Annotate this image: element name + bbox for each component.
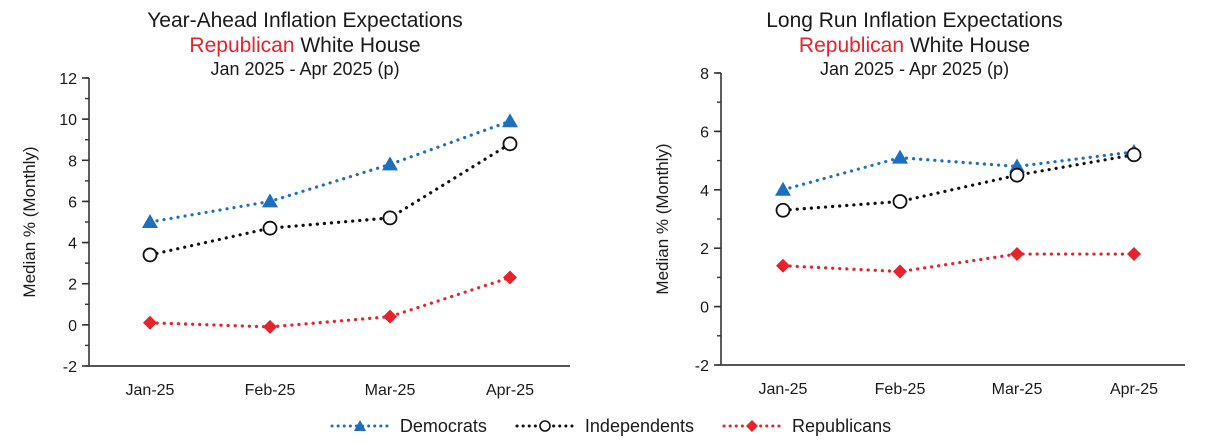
series-line-independents (781, 153, 1136, 212)
data-point-republicans (263, 319, 277, 334)
chart-period: Jan 2025 - Apr 2025 (p) (819, 59, 1010, 79)
data-point-republicans (383, 309, 397, 324)
y-axis-label: Median % (Monthly) (653, 143, 672, 294)
data-point-republicans (143, 315, 157, 330)
data-point-independents (1009, 167, 1025, 183)
x-tick-label: Apr-25 (1110, 381, 1158, 398)
y-tick-label: 0 (700, 300, 709, 317)
series-line-republicans (148, 275, 512, 329)
series-line-democrats (781, 150, 1136, 192)
legend-item-independents: Independents (513, 416, 694, 437)
data-point-independents (142, 247, 158, 263)
y-axis-label: Median % (Monthly) (20, 146, 39, 297)
y-tick-label: 10 (59, 112, 77, 129)
data-point-independents (382, 210, 398, 226)
data-point-independents (502, 136, 518, 152)
data-point-democrats (382, 156, 398, 171)
chart-titles: Long Run Inflation Expectations Republic… (610, 8, 1219, 81)
legend-swatch-circle-icon (515, 420, 575, 432)
chart-period: Jan 2025 - Apr 2025 (p) (210, 59, 400, 79)
subtitle-rest: White House (904, 34, 1031, 57)
subtitle-highlight: Republican (798, 34, 904, 57)
x-tick-label: Jan-25 (759, 381, 808, 398)
data-point-republicans (503, 270, 517, 285)
legend-marker (746, 420, 759, 432)
data-point-democrats (502, 113, 518, 128)
y-tick-label: -2 (695, 358, 709, 375)
y-tick-label: 6 (68, 194, 77, 211)
series-line-republicans (781, 252, 1136, 274)
y-tick-label: 6 (700, 124, 709, 141)
data-point-independents (1126, 147, 1142, 163)
y-tick-label: 4 (700, 183, 709, 200)
data-point-democrats (892, 149, 908, 164)
legend-item-republicans: Republicans (720, 416, 891, 437)
data-point-democrats (775, 181, 791, 196)
chart-subtitle: Republican White House (610, 33, 1219, 58)
legend-label: Democrats (399, 415, 487, 436)
y-tick-label: -2 (63, 359, 77, 376)
y-tick-label: 12 (59, 71, 77, 88)
y-tick-label: 2 (68, 277, 77, 294)
legend-swatch-triangle-icon (330, 420, 390, 431)
data-point-republicans (776, 258, 790, 273)
x-tick-label: Apr-25 (486, 382, 534, 399)
y-tick-label: 2 (700, 241, 709, 258)
x-tick-label: Mar-25 (992, 381, 1043, 398)
chart-subtitle: Republican White House (0, 33, 610, 58)
legend-label: Republicans (792, 415, 892, 436)
x-tick-label: Jan-25 (126, 382, 175, 399)
series-line-independents (148, 142, 512, 257)
legend-marker (539, 420, 551, 432)
y-tick-label: 8 (700, 66, 709, 83)
y-tick-label: 8 (68, 153, 77, 170)
data-point-independents (775, 202, 791, 218)
chart-long-run: Long Run Inflation Expectations Republic… (610, 0, 1219, 410)
chart-titles: Year-Ahead Inflation Expectations Republ… (0, 8, 610, 81)
subtitle-rest: White House (294, 34, 421, 57)
data-point-independents (892, 194, 908, 209)
chart-title: Year-Ahead Inflation Expectations (147, 9, 463, 32)
legend: Democrats Independents Republicans (0, 410, 1219, 442)
legend-item-democrats: Democrats (328, 416, 487, 437)
x-tick-label: Mar-25 (365, 382, 416, 399)
data-point-democrats (262, 193, 278, 208)
data-point-democrats (1009, 158, 1025, 173)
chart-title: Long Run Inflation Expectations (766, 9, 1063, 32)
legend-swatch-diamond-icon (722, 420, 782, 432)
subtitle-highlight: Republican (189, 34, 295, 57)
x-tick-label: Feb-25 (245, 382, 296, 399)
data-point-independents (262, 220, 278, 236)
legend-marker (353, 420, 366, 431)
data-point-republicans (1127, 247, 1141, 262)
data-point-democrats (142, 214, 158, 228)
y-tick-label: 0 (68, 318, 77, 335)
y-tick-label: 4 (68, 236, 77, 253)
legend-label: Independents (584, 415, 695, 436)
series-line-democrats (148, 119, 512, 224)
data-point-republicans (893, 264, 907, 279)
data-point-republicans (1010, 247, 1024, 262)
x-tick-label: Feb-25 (875, 381, 926, 398)
chart-year-ahead: Year-Ahead Inflation Expectations Republ… (0, 0, 610, 410)
plot-area: -2 0 2 4 6 8 10 12 Median % (Monthly) Jan-25 Feb-2… (20, 71, 570, 399)
plot-area: -2 0 2 4 6 8 Median % (Monthly) Jan-25 Feb-25 Mar… (653, 66, 1185, 398)
